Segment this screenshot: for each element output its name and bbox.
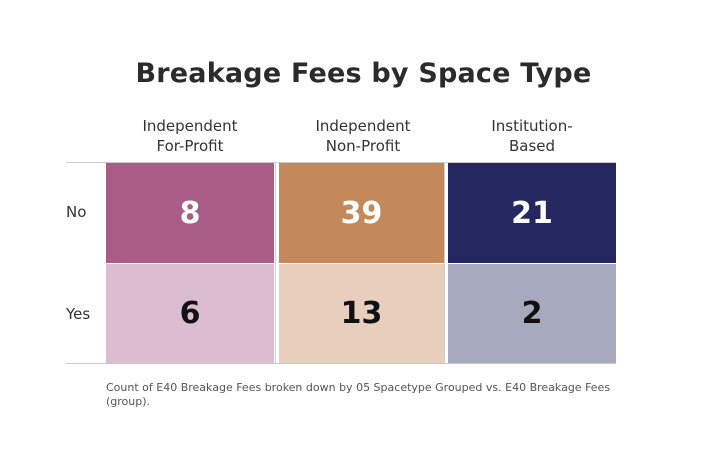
row-label-yes: Yes [66, 305, 91, 323]
column-divider-2 [444, 162, 445, 363]
cell-no-independent-non-profit: 39 [279, 163, 444, 263]
column-divider-1 [275, 162, 276, 363]
table-bottom-border [66, 363, 616, 364]
cell-yes-independent-for-profit: 6 [106, 264, 274, 363]
table-top-border [66, 162, 616, 163]
cell-no-institution-based: 21 [448, 163, 616, 263]
cell-yes-institution-based: 2 [448, 264, 616, 363]
column-header-independent-for-profit: Independent For-Profit [142, 117, 238, 155]
row-label-no: No [66, 203, 87, 221]
cell-yes-independent-non-profit: 13 [279, 264, 444, 363]
chart-caption: Count of E40 Breakage Fees broken down b… [106, 381, 611, 408]
column-header-independent-non-profit: Independent Non-Profit [315, 117, 411, 155]
chart-title: Breakage Fees by Space Type [135, 58, 592, 89]
column-header-institution-based: Institution- Based [491, 117, 573, 155]
cell-no-independent-for-profit: 8 [106, 163, 274, 263]
